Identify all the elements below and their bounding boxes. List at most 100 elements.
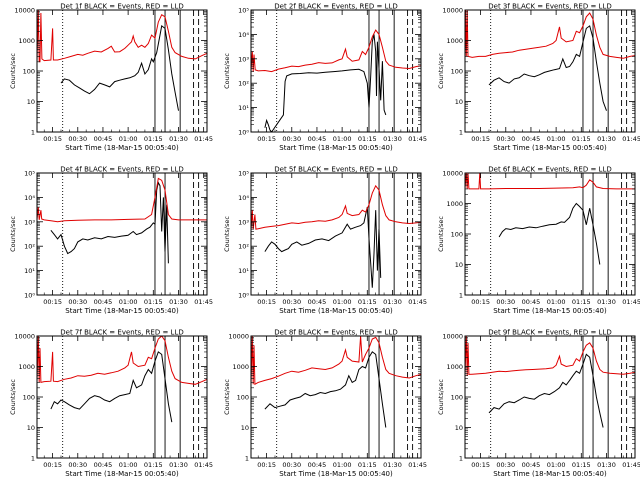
y-tick-label: 10⁴	[238, 194, 249, 202]
y-tick-label: 10⁰	[24, 292, 35, 300]
y-tick-label: 100	[237, 394, 249, 402]
events-series-line	[498, 202, 601, 265]
x-tick-label: 01:45	[194, 461, 213, 469]
x-tick-label: 01:30	[383, 135, 402, 143]
lld-series-line	[251, 336, 421, 386]
x-tick-label: 01:15	[144, 135, 163, 143]
y-tick-label: 10⁴	[238, 31, 249, 39]
y-tick-label: 10	[455, 98, 463, 106]
x-tick-label: 00:30	[282, 135, 301, 143]
x-axis-label: Start Time (18-Mar-15 00:05:40)	[65, 144, 179, 152]
y-tick-label: 1000	[446, 363, 463, 371]
panel-title: Det 8f BLACK = Events, RED = LLD	[274, 329, 397, 337]
y-tick-label: 10000	[442, 333, 463, 341]
x-tick-label: 01:45	[408, 461, 427, 469]
detector-panel: Det 5f BLACK = Events, RED = LLD 10⁰ 10¹ 10…	[223, 166, 427, 316]
detector-panel: Det 9f BLACK = Events, RED = LLD 1 10 100 10…	[437, 329, 640, 479]
x-axis-label: Start Time (18-Mar-15 00:05:40)	[279, 307, 393, 315]
y-tick-label: 10⁵	[238, 7, 249, 15]
y-tick-label: 1	[459, 455, 463, 463]
detector-panel: Det 4f BLACK = Events, RED = LLD 10⁰ 10¹ 10…	[9, 166, 213, 316]
y-tick-label: 10³	[24, 218, 35, 226]
detector-panel: Det 6f BLACK = Events, RED = LLD 1 10 100 10…	[437, 166, 640, 316]
plot-frame	[36, 172, 208, 296]
x-axis-label: Start Time (18-Mar-15 00:05:40)	[65, 307, 179, 315]
y-tick-label: 1	[31, 455, 35, 463]
y-tick-label: 1	[245, 455, 249, 463]
x-tick-label: 00:30	[496, 298, 515, 306]
y-tick-label: 1	[31, 129, 35, 137]
lld-series-line	[251, 29, 421, 73]
x-tick-label: 01:15	[358, 461, 377, 469]
x-tick-label: 00:15	[471, 298, 490, 306]
detector-panel: Det 8f BLACK = Events, RED = LLD 1 10 100 10…	[223, 329, 427, 479]
x-tick-label: 01:15	[572, 135, 591, 143]
y-tick-label: 1000	[18, 363, 35, 371]
y-tick-label: 10¹	[238, 267, 249, 275]
x-tick-label: 01:30	[597, 298, 616, 306]
events-series-line	[488, 25, 607, 111]
x-tick-label: 01:45	[408, 135, 427, 143]
y-tick-label: 10¹	[238, 104, 249, 112]
x-tick-label: 00:30	[282, 298, 301, 306]
x-tick-label: 00:45	[308, 135, 327, 143]
lld-series-line	[465, 173, 635, 190]
plot-frame	[250, 172, 422, 296]
x-tick-label: 01:45	[408, 298, 427, 306]
lld-series-line	[37, 336, 207, 385]
x-tick-label: 01:45	[622, 461, 640, 469]
x-tick-label: 01:30	[383, 461, 402, 469]
y-tick-label: 10²	[238, 243, 249, 251]
x-tick-label: 00:45	[308, 461, 327, 469]
x-tick-label: 01:00	[333, 461, 352, 469]
x-axis-label: Start Time (18-Mar-15 00:05:40)	[493, 144, 607, 152]
x-tick-label: 01:30	[169, 135, 188, 143]
x-tick-label: 00:45	[522, 298, 541, 306]
detector-panel: Det 3f BLACK = Events, RED = LLD 1 10 100 10…	[437, 3, 640, 153]
y-tick-label: 1000	[232, 363, 249, 371]
x-axis-label: Start Time (18-Mar-15 00:05:40)	[65, 470, 179, 478]
x-tick-label: 00:45	[94, 135, 113, 143]
x-tick-label: 01:15	[358, 135, 377, 143]
y-axis-label: Counts/sec	[223, 53, 231, 89]
x-tick-label: 01:15	[572, 461, 591, 469]
x-tick-label: 01:00	[119, 298, 138, 306]
x-tick-label: 00:45	[94, 461, 113, 469]
y-axis-label: Counts/sec	[437, 216, 445, 252]
lld-series-line	[251, 184, 421, 231]
x-axis-label: Start Time (18-Mar-15 00:05:40)	[279, 144, 393, 152]
y-tick-label: 10⁵	[238, 170, 249, 178]
y-tick-label: 10⁰	[238, 129, 249, 137]
x-tick-label: 00:30	[68, 461, 87, 469]
x-tick-label: 00:15	[471, 135, 490, 143]
x-tick-label: 00:15	[43, 461, 62, 469]
x-tick-label: 01:00	[119, 461, 138, 469]
y-tick-label: 10000	[442, 170, 463, 178]
x-tick-label: 00:15	[257, 461, 276, 469]
x-tick-label: 00:30	[68, 135, 87, 143]
x-tick-label: 01:30	[169, 461, 188, 469]
x-tick-label: 01:00	[333, 298, 352, 306]
detector-panel: Det 2f BLACK = Events, RED = LLD 10⁰ 10¹ 10…	[223, 3, 427, 153]
events-series-line	[50, 181, 169, 264]
x-tick-label: 00:30	[496, 135, 515, 143]
y-tick-label: 10	[455, 261, 463, 269]
x-tick-label: 00:45	[94, 298, 113, 306]
x-tick-label: 00:45	[308, 298, 327, 306]
x-tick-label: 01:45	[622, 135, 640, 143]
lld-series-line	[37, 10, 207, 63]
y-axis-label: Counts/sec	[9, 53, 17, 89]
x-tick-label: 00:15	[257, 135, 276, 143]
y-tick-label: 10	[241, 424, 249, 432]
x-tick-label: 01:15	[144, 298, 163, 306]
y-tick-label: 10000	[442, 7, 463, 15]
x-tick-label: 00:30	[282, 461, 301, 469]
x-tick-label: 01:30	[169, 298, 188, 306]
x-tick-label: 01:00	[333, 135, 352, 143]
y-tick-label: 10	[27, 424, 35, 432]
x-tick-label: 01:30	[597, 135, 616, 143]
y-tick-label: 100	[23, 394, 35, 402]
events-series-line	[488, 353, 604, 428]
panel-title: Det 9f BLACK = Events, RED = LLD	[488, 329, 611, 337]
